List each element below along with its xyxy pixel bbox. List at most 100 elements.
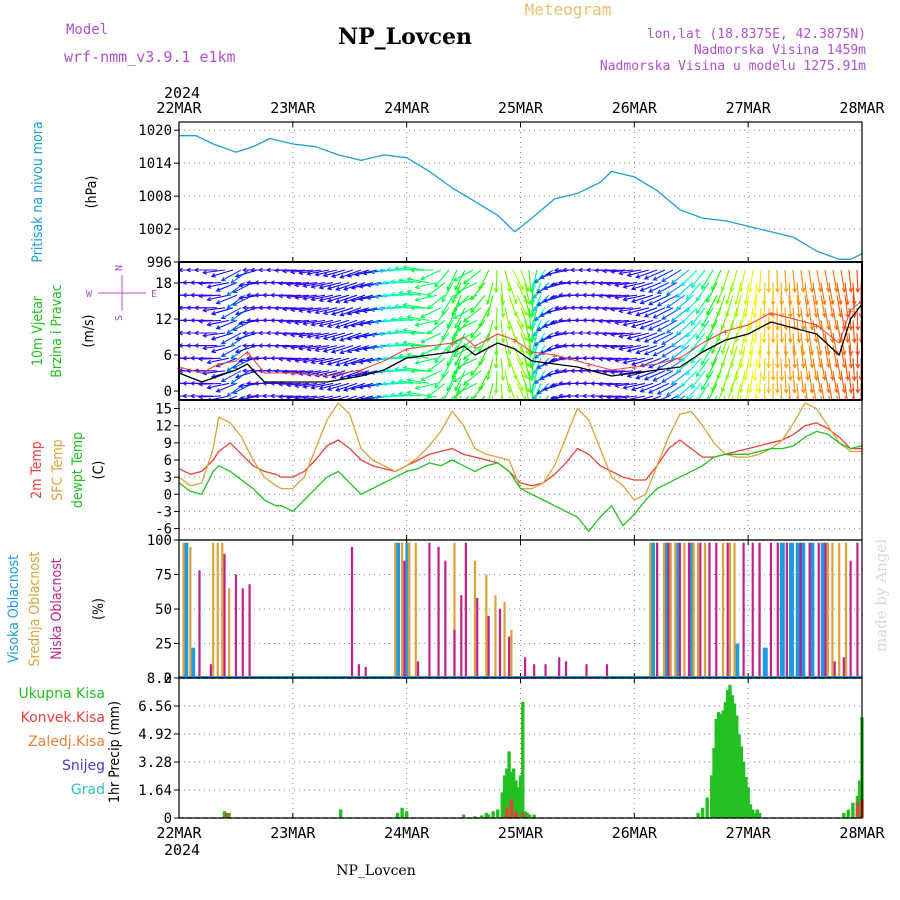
cloud-bar-vis xyxy=(663,542,669,678)
wind-arrow-head xyxy=(513,311,518,317)
wind-arrow xyxy=(687,395,694,400)
wind-arrow-head xyxy=(310,296,316,302)
wind-arrow xyxy=(648,382,670,394)
wind-arrow-head xyxy=(531,384,537,390)
wind-arrow-head xyxy=(581,393,587,399)
wind-arrow xyxy=(832,269,838,292)
date-label-bottom: 25MAR xyxy=(498,824,544,842)
cloud-bar-niska xyxy=(699,542,702,678)
wind-arrow-head xyxy=(311,397,315,400)
wind-arrow-head xyxy=(446,386,452,392)
wind-arrow-head xyxy=(462,380,468,386)
wind-arrow-head xyxy=(643,338,649,343)
wind-arrow-head xyxy=(456,364,462,369)
wind-arrow-head xyxy=(757,288,762,294)
wind-arrow-head xyxy=(855,363,861,369)
wind-arrow xyxy=(681,332,698,349)
wind-arrow-head xyxy=(536,288,542,294)
wind-arrow xyxy=(653,269,674,281)
precip-bar-total xyxy=(858,780,862,818)
wind-arrow-head xyxy=(220,276,226,282)
wind-arrow xyxy=(524,358,531,380)
wind-arrow xyxy=(780,320,783,343)
wind-arrow-head xyxy=(202,269,208,275)
wind-arrow-head xyxy=(210,336,216,341)
wind-arrow-head xyxy=(289,332,296,338)
wind-arrow-head xyxy=(524,349,530,355)
wind-arrow-head xyxy=(350,360,356,366)
wind-arrow-head xyxy=(770,338,776,344)
wind-arrow xyxy=(221,269,242,282)
wind-arrow xyxy=(427,319,446,335)
wind-arrow-head xyxy=(381,318,387,324)
wind-arrow-head xyxy=(680,344,686,350)
wind-arrow xyxy=(744,282,750,305)
wind-arrow-head xyxy=(696,397,701,400)
precip-bar-total xyxy=(509,771,514,818)
wind-arrow-head xyxy=(585,330,591,336)
wind-arrow-head xyxy=(523,336,528,342)
wind-arrow-head xyxy=(233,403,237,406)
wind-arrow xyxy=(454,370,466,391)
wind-arrow xyxy=(512,307,524,328)
wind-arrow xyxy=(615,294,638,299)
wind-arrow xyxy=(434,332,450,351)
precip-bar-total xyxy=(746,787,750,818)
compass-w: W xyxy=(86,289,93,300)
wind-arrow-head xyxy=(626,272,632,278)
wind-arrow xyxy=(198,395,222,398)
wind-arrow-head xyxy=(470,371,476,377)
wind-arrow xyxy=(495,345,498,368)
wind-arrow-head xyxy=(779,376,785,382)
wind-arrow-head xyxy=(322,373,328,379)
wind-arrow-head xyxy=(670,380,676,386)
wind-arrow-head xyxy=(306,346,312,352)
wind-arrow-head xyxy=(362,333,368,339)
wind-arrow-head xyxy=(506,388,512,394)
wind-arrow-head xyxy=(406,277,412,282)
wind-arrow xyxy=(516,282,528,303)
wind-arrow xyxy=(500,320,504,343)
wind-arrow-head xyxy=(530,388,535,394)
wind-arrow-head xyxy=(622,384,628,390)
wind-arrow xyxy=(800,370,805,393)
cloud-bar-niska xyxy=(656,542,659,678)
wind-arrow-head xyxy=(366,320,372,326)
wind-arrow-head xyxy=(234,273,241,278)
wind-arrow-head xyxy=(306,271,312,276)
wind-arrow xyxy=(532,383,542,400)
wind-arrow-head xyxy=(189,317,195,323)
wind-arrow-head xyxy=(426,292,432,297)
wind-arrow-head xyxy=(335,298,341,304)
wind-arrow-head xyxy=(426,393,432,398)
wind-arrow xyxy=(780,383,783,400)
wind-arrow-head xyxy=(557,380,563,386)
wind-arrow xyxy=(463,370,482,385)
wind-arrow xyxy=(816,370,822,393)
wind-arrow-head xyxy=(800,363,806,369)
wind-arrow xyxy=(615,357,638,362)
wind-arrow-head xyxy=(530,362,535,369)
wind-arrow-head xyxy=(734,300,740,306)
wind-arrow xyxy=(796,295,800,318)
wind-arrow-head xyxy=(446,361,452,367)
wind-arrow-head xyxy=(420,338,426,344)
wind-arrow-head xyxy=(163,344,167,348)
wind-arrow-head xyxy=(451,298,457,305)
wind-arrow-head xyxy=(635,311,641,317)
wind-arrow-head xyxy=(770,376,776,382)
precip-bar-total xyxy=(514,780,518,818)
wind-arrow-head xyxy=(354,309,360,315)
wind-arrow-head xyxy=(652,339,658,344)
wind-arrow-head xyxy=(744,401,748,405)
wind-arrow-head xyxy=(446,323,452,329)
wind-arrow-head xyxy=(821,300,827,306)
wind-arrow xyxy=(211,269,234,277)
precip-bar-total xyxy=(744,777,748,818)
wind-arrow-head xyxy=(215,299,221,305)
wind-arrow-head xyxy=(314,271,320,277)
wind-arrow xyxy=(784,370,787,393)
wind-arrow-head xyxy=(462,355,468,361)
wind-arrow-head xyxy=(539,350,545,355)
wind-arrow xyxy=(211,345,234,353)
